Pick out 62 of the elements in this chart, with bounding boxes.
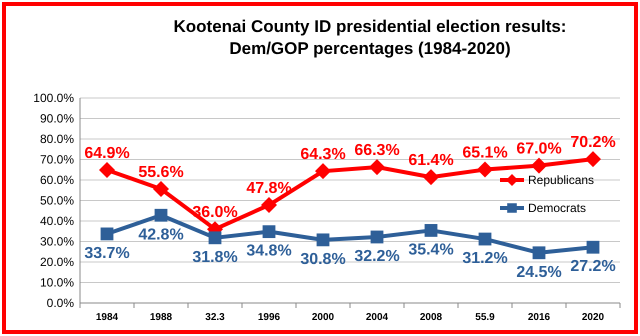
- data-label: 64.3%: [300, 146, 346, 164]
- point: [586, 240, 600, 254]
- y-tick-label: 40.0%: [40, 214, 74, 228]
- x-tick-label: 1984: [96, 312, 119, 323]
- y-tick-label: 0.0%: [46, 296, 74, 310]
- point: [478, 232, 492, 246]
- y-tick-label: 10.0%: [40, 276, 74, 290]
- point: [424, 224, 438, 237]
- point: [369, 159, 385, 176]
- data-label: 55.6%: [138, 164, 184, 182]
- data-label: 27.2%: [570, 258, 616, 276]
- data-label: 42.8%: [138, 226, 184, 244]
- x-tick-label: 55.9: [475, 312, 496, 323]
- data-label: 34.8%: [246, 242, 292, 260]
- x-tick-label: 32.3: [205, 312, 226, 323]
- x-tick-label: 1996: [258, 312, 281, 323]
- point: [100, 228, 114, 240]
- point: [154, 208, 168, 222]
- data-label: 47.8%: [246, 180, 292, 198]
- y-tick-label: 100.0%: [33, 91, 74, 106]
- data-label: 30.8%: [300, 250, 346, 268]
- y-tick-label: 60.0%: [40, 173, 74, 188]
- data-label: 67.0%: [516, 140, 562, 158]
- point: [531, 158, 547, 174]
- data-label: 31.2%: [462, 250, 508, 268]
- data-label: 31.8%: [192, 248, 238, 266]
- x-tick-label: 2016: [528, 312, 551, 323]
- y-tick-label: 70.0%: [40, 152, 74, 167]
- point: [315, 163, 331, 180]
- point: [532, 246, 546, 260]
- x-tick-label: 2000: [312, 312, 335, 323]
- y-tick-label: 80.0%: [40, 132, 74, 146]
- x-tick-label: 1988: [150, 312, 173, 323]
- x-tick-label: 2004: [366, 312, 389, 323]
- y-tick-label: 50.0%: [40, 194, 74, 208]
- point: [585, 151, 601, 168]
- data-label: 33.7%: [84, 244, 130, 262]
- point: [208, 231, 222, 244]
- y-tick-label: 90.0%: [40, 112, 74, 126]
- point: [153, 181, 169, 198]
- point: [423, 169, 439, 186]
- x-tick-label: 2008: [420, 312, 443, 323]
- point: [316, 233, 330, 246]
- point: [370, 230, 384, 244]
- data-label: 24.5%: [516, 264, 562, 281]
- y-tick-label: 20.0%: [40, 255, 74, 270]
- point: [261, 197, 277, 214]
- point: [477, 162, 493, 178]
- point: [99, 162, 115, 178]
- data-label: 35.4%: [408, 241, 454, 258]
- data-label: 70.2%: [570, 134, 616, 152]
- chart-title: Kootenai County ID presidential election results: Dem/GOP percentages (1984-2020): [174, 17, 566, 58]
- point: [262, 225, 276, 238]
- x-tick-label: 2020: [582, 312, 605, 323]
- data-label: 65.1%: [462, 144, 508, 162]
- y-tick-label: 30.0%: [40, 234, 74, 249]
- legend-label: Democrats: [528, 201, 586, 216]
- data-label: 32.2%: [354, 248, 400, 265]
- data-label: 64.9%: [84, 144, 130, 162]
- legend-label: Republicans: [528, 173, 594, 188]
- data-label: 66.3%: [354, 142, 400, 160]
- data-label: 61.4%: [408, 152, 454, 170]
